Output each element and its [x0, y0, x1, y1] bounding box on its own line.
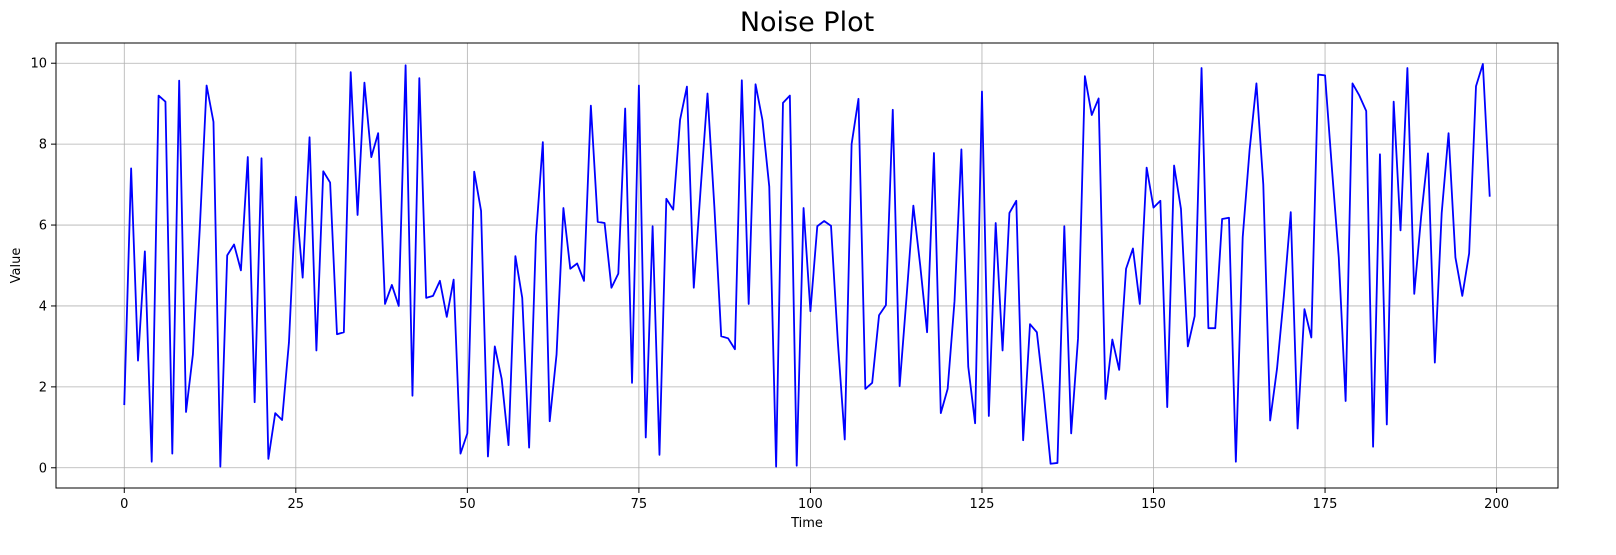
series-layer — [123, 63, 1491, 468]
x-tick-label: 150 — [1141, 497, 1166, 512]
y-tick-label: 10 — [30, 57, 47, 72]
x-tick-label: 100 — [798, 497, 823, 512]
x-tick-label: 200 — [1484, 497, 1509, 512]
series-line — [123, 63, 1491, 468]
y-tick-label: 0 — [39, 461, 47, 476]
x-tick-label: 25 — [288, 497, 305, 512]
y-axis-label: Value — [9, 248, 24, 284]
x-tick-label: 50 — [459, 497, 476, 512]
y-tick-label: 6 — [39, 219, 47, 234]
y-tick-label: 8 — [39, 138, 47, 153]
x-tick-label: 75 — [631, 497, 648, 512]
y-tick-label: 4 — [39, 299, 47, 314]
x-axis-label: Time — [790, 516, 823, 531]
y-tick-label: 2 — [39, 380, 47, 395]
axis-ticks: 0 25 50 75 100 125 150 175 200 0 2 4 6 8 10 — [30, 57, 1509, 512]
plot-area-frame — [55, 42, 1559, 489]
x-tick-label: 0 — [120, 497, 128, 512]
x-tick-label: 175 — [1313, 497, 1338, 512]
x-tick-label: 125 — [970, 497, 995, 512]
chart-title: Noise Plot — [740, 7, 874, 38]
